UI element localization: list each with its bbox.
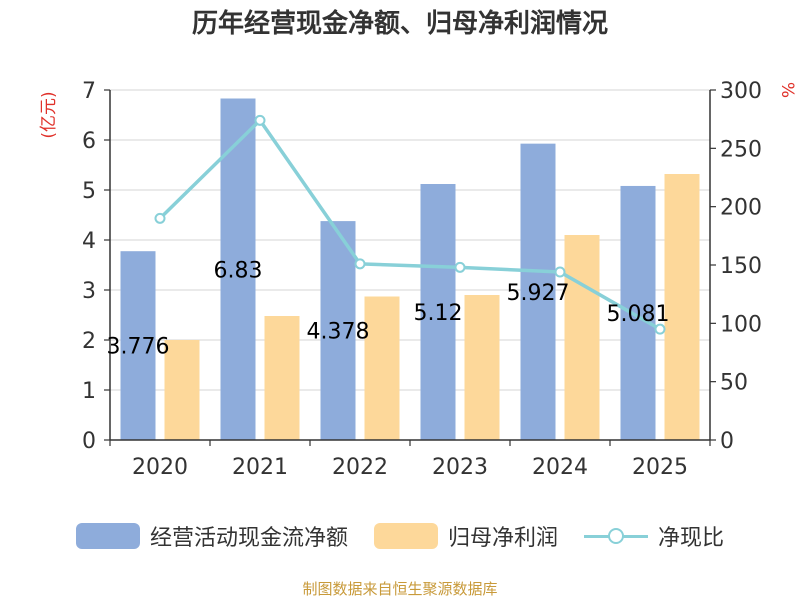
- ratio-point-2023: [454, 261, 466, 273]
- y-left-tick-label: 0: [82, 429, 96, 454]
- bar-profit-2023: [464, 295, 500, 440]
- x-tick-label: 2021: [232, 455, 288, 480]
- bars: [120, 98, 700, 440]
- y-left-tick-label: 6: [82, 129, 96, 154]
- legend-item-cashflow[interactable]: 经营活动现金流净额: [75, 520, 348, 552]
- bar-profit-2025: [664, 174, 700, 440]
- y-left-tick-label: 5: [82, 179, 96, 204]
- legend: 经营活动现金流净额 归母净利润 净现比: [0, 516, 800, 556]
- axes: 0 1 2 3 4 5 6 7 0 50 100 150 200 250 300 2020 2021 2022 20…: [39, 79, 797, 480]
- y-right-tick-label: 300: [720, 79, 762, 104]
- ratio-point-2025: [654, 323, 666, 335]
- y-right-tick-label: 0: [720, 429, 734, 454]
- y-right-tick-label: 50: [720, 371, 748, 396]
- bar-cashflow-2020: [120, 251, 156, 440]
- legend-swatch-ratio: [584, 523, 648, 549]
- y-left-tick-label: 3: [82, 279, 96, 304]
- legend-swatch-cashflow: [75, 523, 140, 549]
- bar-cashflow-2025: [620, 185, 656, 440]
- legend-label-profit: 归母净利润: [447, 526, 558, 551]
- legend-item-profit[interactable]: 归母净利润: [373, 520, 558, 552]
- ratio-line: [154, 114, 666, 335]
- y-left-tick-label: 7: [82, 79, 96, 104]
- x-tick-label: 2022: [332, 455, 388, 480]
- x-tick-label: 2020: [132, 455, 188, 480]
- bar-cashflow-2024: [520, 143, 556, 440]
- y-right-tick-label: 150: [720, 254, 762, 279]
- y-left-tick-label: 1: [82, 379, 96, 404]
- y-right-tick-label: 200: [720, 196, 762, 221]
- x-tick-label: 2023: [432, 455, 488, 480]
- bar-cashflow-2022: [320, 221, 356, 440]
- legend-label-ratio: 净现比: [658, 526, 725, 551]
- data-label-cashflow-2023: 5.12: [414, 301, 463, 326]
- y-left-tick-label: 4: [82, 229, 96, 254]
- data-label-cashflow-2020: 3.776: [107, 335, 170, 360]
- ratio-point-2024: [554, 266, 566, 278]
- chart-title: 历年经营现金净额、归母净利润情况: [192, 8, 608, 39]
- ratio-point-2021: [254, 114, 266, 126]
- bar-profit-2024: [564, 235, 600, 440]
- bar-cashflow-2023: [420, 184, 456, 440]
- data-label-cashflow-2021: 6.83: [214, 258, 263, 283]
- legend-item-ratio[interactable]: 净现比: [584, 520, 724, 552]
- ratio-point-2022: [354, 258, 366, 270]
- data-label-cashflow-2025: 5.081: [607, 302, 670, 327]
- data-label-cashflow-2024: 5.927: [507, 281, 570, 306]
- source-note: 制图数据来自恒生聚源数据库: [302, 580, 498, 598]
- y-right-tick-label: 250: [720, 137, 762, 162]
- bar-profit-2022: [364, 296, 400, 440]
- bar-profit-2020: [164, 340, 200, 440]
- y-right-tick-label: 100: [720, 312, 762, 337]
- x-tick-label: 2024: [532, 455, 588, 480]
- ratio-point-2020: [154, 212, 166, 224]
- x-tick-label: 2025: [632, 455, 688, 480]
- legend-swatch-profit: [373, 523, 438, 549]
- grid: [110, 89, 710, 391]
- data-label-cashflow-2022: 4.378: [307, 320, 370, 345]
- legend-label-cashflow: 经营活动现金流净额: [149, 526, 348, 551]
- y-left-unit-label: (亿元): [39, 91, 59, 138]
- data-labels: 3.776 6.83 4.378 5.12 5.927 5.081: [107, 258, 670, 359]
- ratio-line-path: [158, 118, 661, 331]
- y-right-unit-label: %: [777, 82, 797, 98]
- y-left-tick-label: 2: [82, 329, 96, 354]
- bar-profit-2021: [264, 316, 300, 440]
